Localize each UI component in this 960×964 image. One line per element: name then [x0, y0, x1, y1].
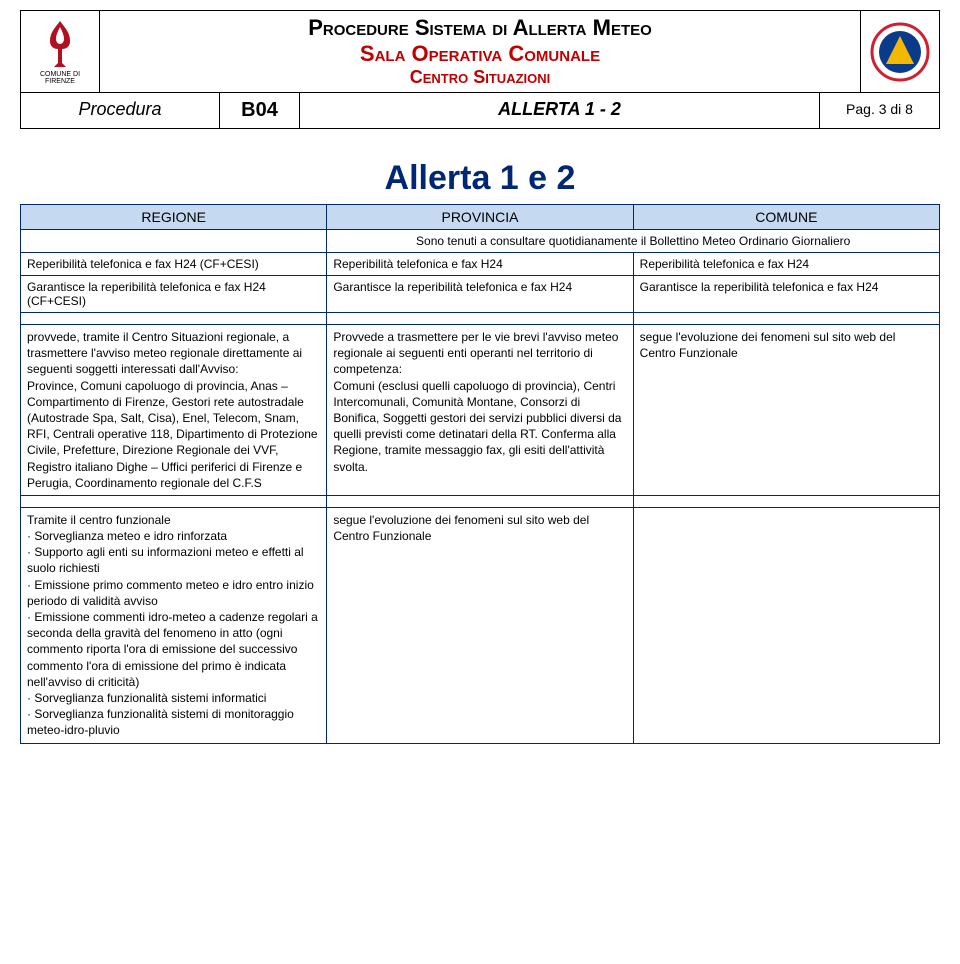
logo-right	[860, 10, 940, 93]
cell-tramite-provincia: segue l'evoluzione dei fenomeni sul sito…	[327, 507, 633, 743]
cell-reper-comune: Reperibilità telefonica e fax H24	[633, 253, 939, 276]
proc-page: Pag. 3 di 8	[820, 93, 940, 129]
doc-header: COMUNE DI FIRENZE Procedure Sistema di A…	[20, 10, 940, 93]
cell-reper-provincia: Reperibilità telefonica e fax H24	[327, 253, 633, 276]
col-regione: REGIONE	[21, 205, 327, 230]
cell-garant-provincia: Garantisce la reperibilità telefonica e …	[327, 276, 633, 313]
col-provincia: PROVINCIA	[327, 205, 633, 230]
row-tramite: Tramite il centro funzionale· Sorveglian…	[21, 507, 940, 743]
proc-title: ALLERTA 1 - 2	[300, 93, 820, 129]
row-provvede: provvede, tramite il Centro Situazioni r…	[21, 325, 940, 496]
title-line-3: Centro Situazioni	[104, 67, 856, 88]
spacer	[21, 313, 940, 325]
cell-garant-regione: Garantisce la reperibilità telefonica e …	[21, 276, 327, 313]
row-garantisce: Garantisce la reperibilità telefonica e …	[21, 276, 940, 313]
cell-reper-regione: Reperibilità telefonica e fax H24 (CF+CE…	[21, 253, 327, 276]
proc-label: Procedura	[20, 93, 220, 129]
firenze-giglio-icon	[40, 19, 80, 69]
cell-tramite-comune	[633, 507, 939, 743]
cell-provvede-comune: segue l'evoluzione dei fenomeni sul sito…	[633, 325, 939, 496]
proc-code: B04	[220, 93, 300, 129]
doc-subheader: Procedura B04 ALLERTA 1 - 2 Pag. 3 di 8	[20, 93, 940, 129]
allerta-table: REGIONE PROVINCIA COMUNE Sono tenuti a c…	[20, 204, 940, 744]
spacer	[21, 495, 940, 507]
row-bollettino: Sono tenuti a consultare quotidianamente…	[21, 230, 940, 253]
cell-provvede-regione: provvede, tramite il Centro Situazioni r…	[21, 325, 327, 496]
protezione-civile-icon	[870, 22, 930, 82]
cell-bollettino: Sono tenuti a consultare quotidianamente…	[327, 230, 940, 253]
cell-tramite-regione: Tramite il centro funzionale· Sorveglian…	[21, 507, 327, 743]
section-title: Allerta 1 e 2	[20, 159, 940, 198]
logo-left-label: COMUNE DI FIRENZE	[25, 71, 95, 85]
col-comune: COMUNE	[633, 205, 939, 230]
title-line-2: Sala Operativa Comunale	[104, 41, 856, 67]
table-header-row: REGIONE PROVINCIA COMUNE	[21, 205, 940, 230]
title-block: Procedure Sistema di Allerta Meteo Sala …	[100, 10, 860, 93]
cell-provvede-provincia: Provvede a trasmettere per le vie brevi …	[327, 325, 633, 496]
title-line-1: Procedure Sistema di Allerta Meteo	[104, 15, 856, 41]
row-reperibilita: Reperibilità telefonica e fax H24 (CF+CE…	[21, 253, 940, 276]
logo-left: COMUNE DI FIRENZE	[20, 10, 100, 93]
cell-garant-comune: Garantisce la reperibilità telefonica e …	[633, 276, 939, 313]
cell-empty	[21, 230, 327, 253]
